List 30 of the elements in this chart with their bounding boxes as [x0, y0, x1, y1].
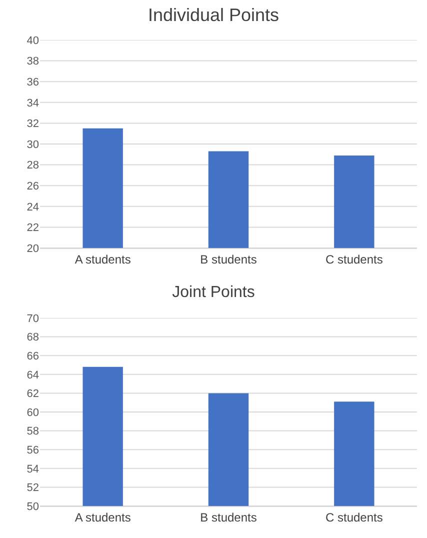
y-tick-label: 70	[26, 312, 39, 325]
y-tick-label: 36	[26, 76, 39, 88]
x-tick-label: C students	[325, 510, 383, 524]
y-tick-label: 62	[26, 388, 39, 400]
y-tick-label: 30	[26, 138, 39, 151]
y-tick-label: 54	[26, 463, 39, 476]
chart-title: Individual Points	[148, 4, 280, 25]
y-tick-label: 68	[26, 332, 39, 344]
x-tick-label: A students	[74, 252, 131, 266]
y-tick-label: 28	[26, 160, 39, 172]
x-tick-label: A students	[74, 510, 131, 524]
y-tick-label: 24	[26, 201, 39, 214]
y-tick-label: 38	[26, 56, 39, 68]
y-tick-label: 40	[26, 34, 39, 47]
y-tick-label: 50	[26, 500, 39, 513]
chart-title: Joint Points	[172, 284, 255, 301]
y-tick-label: 22	[26, 222, 39, 234]
y-tick-label: 58	[26, 426, 39, 438]
y-tick-label: 52	[26, 482, 39, 494]
y-tick-label: 60	[26, 406, 39, 419]
y-tick-label: 34	[26, 97, 39, 110]
x-tick-label: C students	[325, 252, 383, 266]
x-tick-label: B students	[200, 252, 257, 266]
y-tick-label: 32	[26, 118, 39, 130]
y-tick-label: 64	[26, 369, 39, 382]
x-tick-label: B students	[200, 510, 257, 524]
y-tick-label: 20	[26, 242, 39, 255]
y-tick-label: 66	[26, 350, 39, 362]
y-tick-label: 56	[26, 444, 39, 456]
y-tick-label: 26	[26, 180, 39, 192]
